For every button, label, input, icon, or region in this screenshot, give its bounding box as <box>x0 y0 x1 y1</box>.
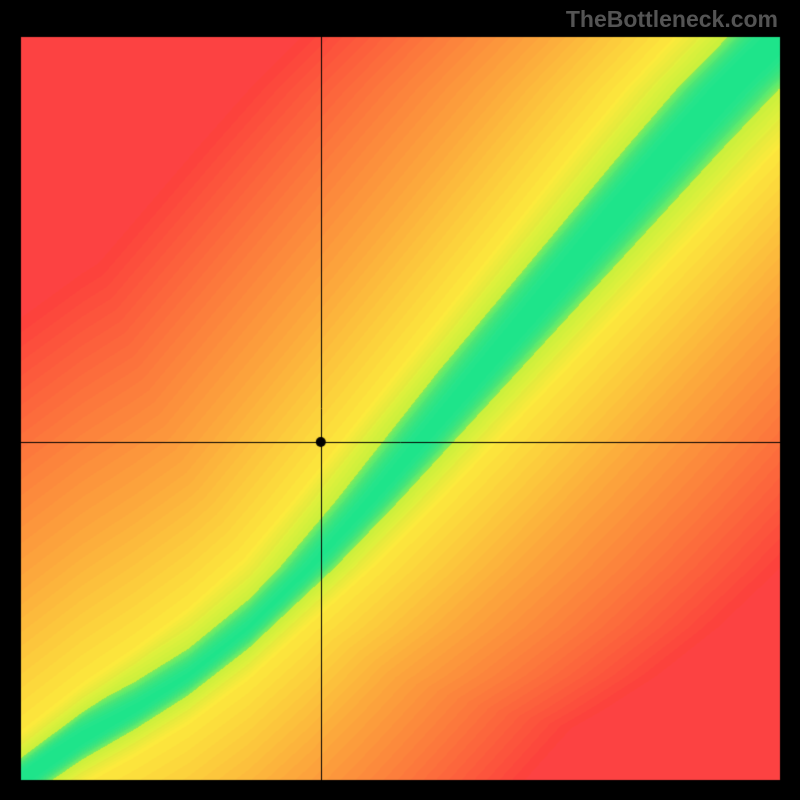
heatmap-canvas <box>0 0 800 800</box>
chart-container: TheBottleneck.com <box>0 0 800 800</box>
watermark-text: TheBottleneck.com <box>566 6 778 33</box>
